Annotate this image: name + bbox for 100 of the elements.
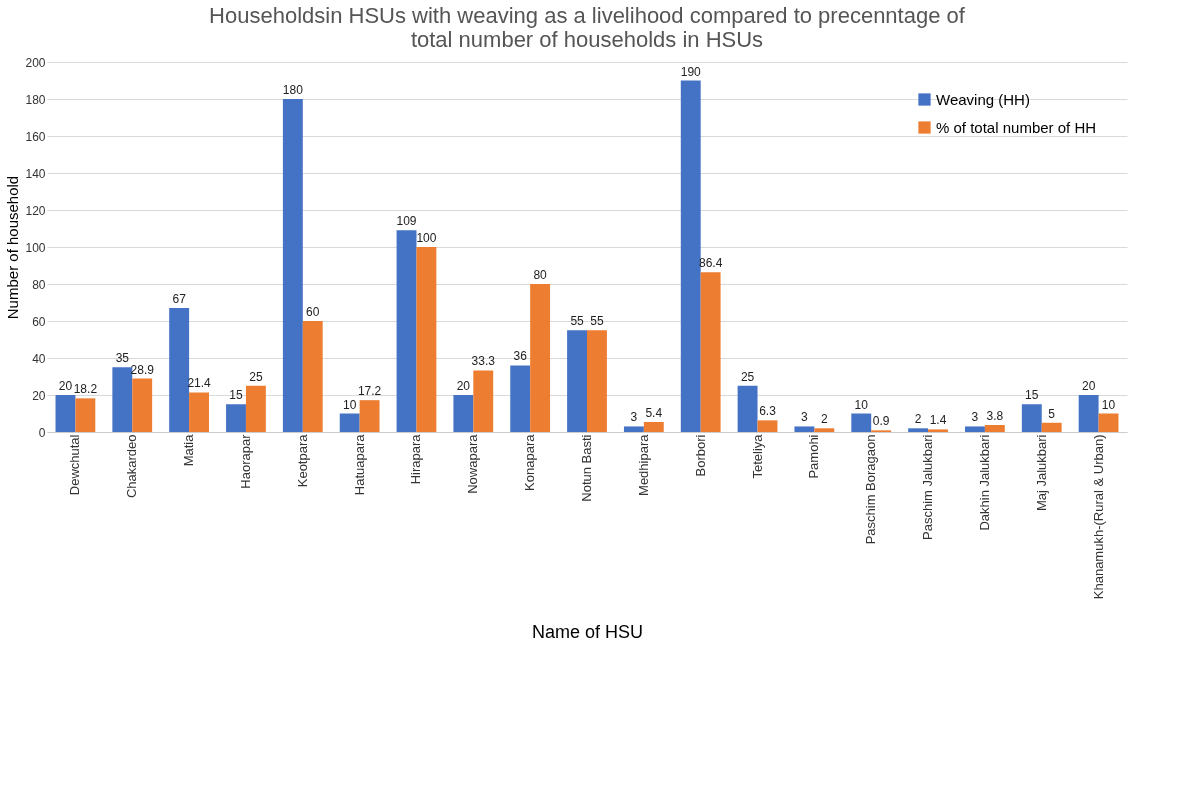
x-tick-label: Notun Basti	[579, 434, 594, 502]
bar	[189, 392, 209, 432]
bar	[851, 413, 872, 432]
x-tick-label: Matia	[181, 433, 197, 467]
bar	[245, 385, 266, 432]
data-label: 3	[971, 410, 979, 425]
y-tick-label: 80	[32, 277, 46, 292]
bar	[700, 272, 721, 432]
data-label: 67	[172, 292, 187, 307]
bar	[282, 99, 303, 432]
bar	[510, 365, 531, 432]
bar	[965, 426, 985, 432]
bar	[1078, 395, 1099, 432]
bar	[453, 395, 474, 432]
data-label: 5.4	[645, 406, 663, 421]
data-label: 15	[1025, 388, 1039, 403]
data-label: 109	[396, 214, 417, 229]
bar	[984, 424, 1005, 432]
data-label: 2	[914, 412, 922, 427]
data-label: 20	[1081, 379, 1096, 393]
x-tick-label: Borbori	[692, 434, 708, 477]
bar	[814, 428, 835, 432]
y-tick-label: 100	[25, 240, 46, 255]
data-label: 36	[513, 349, 528, 364]
x-tick-label: Paschim Jalukbari	[920, 434, 936, 540]
bar	[757, 420, 778, 432]
data-label: 33.3	[471, 354, 496, 369]
data-label: 10	[343, 397, 357, 412]
data-label: 20	[58, 379, 73, 393]
data-label: 25	[740, 369, 755, 384]
data-label: 3	[630, 410, 638, 425]
y-tick-label: 60	[32, 314, 46, 329]
bar	[587, 330, 607, 432]
data-label: 17.2	[357, 384, 382, 399]
data-label: 10	[854, 397, 869, 412]
bar	[112, 367, 133, 432]
bar	[1098, 413, 1119, 432]
bar	[339, 413, 360, 432]
data-label: 55	[590, 314, 604, 329]
data-label: 3.8	[986, 408, 1004, 423]
chart-title: Householdsin HSUs with weaving as a livelihood compared to precenntage of total number of households in HSUs	[209, 3, 966, 52]
bar	[473, 370, 494, 432]
y-tick-label: 120	[25, 203, 46, 218]
x-tick-label: Keotpara	[294, 433, 310, 488]
bar	[567, 330, 587, 432]
bar	[928, 429, 948, 432]
bar	[737, 385, 758, 432]
data-label: 15	[229, 388, 243, 403]
data-label: 6.3	[759, 404, 777, 419]
legend-label: % of total number of HH	[936, 118, 1097, 136]
bar	[1041, 422, 1062, 432]
bar	[55, 395, 76, 432]
bar	[359, 400, 380, 432]
bar	[680, 80, 701, 432]
data-label: 190	[680, 64, 702, 79]
y-tick-label: 0	[38, 425, 46, 440]
data-label: 10	[1101, 397, 1116, 412]
y-axis-title: Number of household	[4, 175, 22, 320]
bar	[396, 230, 417, 432]
data-label: 35	[115, 351, 130, 366]
data-label: 2	[820, 412, 828, 427]
bar	[132, 378, 153, 432]
x-tick-label: Chakardeo	[124, 434, 140, 499]
x-tick-label: Medhipara	[635, 433, 651, 496]
legend-label: Weaving (HH)	[936, 90, 1030, 108]
bar	[302, 321, 323, 432]
data-label: 0.9	[872, 414, 890, 429]
data-label: 20	[456, 379, 471, 393]
y-tick-label: 160	[25, 129, 46, 144]
y-tick-label: 200	[25, 55, 46, 70]
x-tick-label: Konapara	[522, 433, 538, 491]
x-tick-label: Pamohi	[806, 434, 822, 479]
x-tick-label: Hirapara	[408, 433, 424, 485]
data-label: 100	[416, 231, 437, 245]
bar	[794, 426, 815, 432]
data-label: 55	[570, 314, 585, 329]
data-label: 1.4	[929, 413, 947, 428]
bar	[623, 426, 644, 432]
bar	[908, 428, 929, 432]
x-tick-label: Hatuapara	[351, 433, 367, 496]
x-tick-label: Maj Jalukbari	[1033, 434, 1049, 512]
x-axis-title: Name of HSU	[531, 622, 644, 643]
bar	[169, 308, 190, 432]
data-label: 60	[306, 305, 320, 319]
bar	[416, 247, 437, 432]
y-tick-label: 140	[25, 166, 46, 181]
data-label: 180	[282, 83, 304, 97]
y-tick-label: 40	[32, 351, 46, 366]
x-tick-label: Paschim Boragaon	[863, 434, 879, 545]
x-tick-label: Nowapara	[465, 433, 481, 494]
bar	[643, 422, 664, 432]
bar	[226, 404, 246, 432]
bar	[75, 398, 96, 432]
bar	[1021, 404, 1042, 432]
y-tick-label: 20	[32, 388, 46, 403]
data-label: 18.2	[73, 382, 98, 397]
x-tick-label: Haorapar	[237, 433, 253, 489]
data-label: 80	[533, 268, 548, 282]
x-tick-label: Dakhin Jalukbari	[976, 434, 992, 531]
x-tick-label: Khanamukh-(Rural & Urban)	[1090, 434, 1106, 600]
